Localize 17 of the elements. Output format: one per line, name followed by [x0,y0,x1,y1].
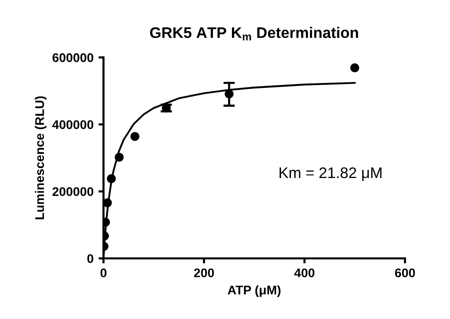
x-tick-label: 200 [194,268,214,278]
x-tick-label: 0 [100,268,106,278]
point [350,63,360,72]
point [114,152,124,162]
point [106,174,116,184]
point [104,198,112,208]
x-tick-label: 400 [294,268,314,278]
y-tick-label: 0 [87,254,94,264]
annotation: Km = 21.82 μM [280,167,382,181]
point [130,132,140,141]
x-tick-label: 600 [395,268,415,278]
chart-title: GRK5 ATP K$_{m}$ Determination [150,26,358,40]
x-axis-title: ATP (μM) [228,285,280,297]
y-tick-label: 600000 [52,53,94,62]
y-axis-title: Luminescence (RLU) [34,96,47,220]
y-tick-label: 400000 [52,120,94,130]
y-tick-label: 200000 [52,187,94,196]
